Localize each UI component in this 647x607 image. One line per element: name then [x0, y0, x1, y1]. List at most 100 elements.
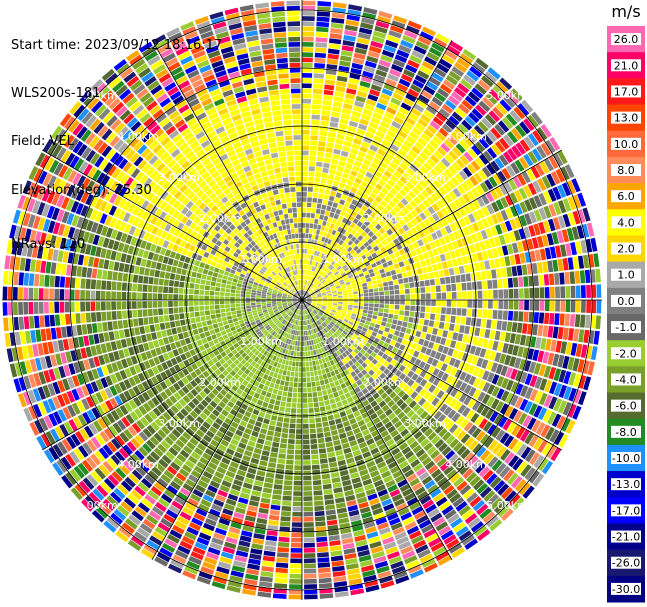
- velocity-gate: [367, 216, 374, 223]
- velocity-gate: [302, 259, 304, 264]
- velocity-gate: [238, 442, 247, 450]
- velocity-gate: [100, 343, 108, 354]
- velocity-gate: [454, 61, 468, 73]
- velocity-gate: [305, 223, 310, 228]
- velocity-gate: [139, 462, 150, 473]
- velocity-gate: [319, 593, 334, 599]
- velocity-gate: [357, 269, 363, 275]
- velocity-gate: [425, 532, 439, 543]
- velocity-gate: [474, 346, 482, 357]
- velocity-gate: [263, 350, 269, 356]
- velocity-gate: [293, 486, 302, 491]
- velocity-gate: [86, 456, 97, 469]
- velocity-gate: [320, 259, 325, 264]
- velocity-gate: [268, 425, 276, 431]
- velocity-gate: [356, 128, 366, 136]
- velocity-gate: [355, 415, 363, 422]
- velocity-gate: [115, 435, 126, 447]
- velocity-gate: [242, 455, 251, 462]
- velocity-gate: [229, 345, 235, 352]
- velocity-gate: [479, 241, 486, 251]
- velocity-gate: [334, 263, 340, 269]
- velocity-gate: [301, 300, 302, 305]
- velocity-gate: [302, 351, 305, 357]
- velocity-gate: [428, 537, 442, 548]
- velocity-gate: [47, 383, 56, 397]
- velocity-gate: [197, 443, 207, 452]
- velocity-gate: [306, 309, 309, 314]
- velocity-gate: [346, 396, 354, 404]
- velocity-gate: [100, 481, 112, 494]
- velocity-gate: [343, 302, 348, 305]
- velocity-gate: [282, 348, 286, 354]
- velocity-gate: [494, 258, 501, 268]
- velocity-gate: [488, 300, 493, 309]
- velocity-gate: [265, 380, 271, 387]
- velocity-gate: [324, 84, 335, 91]
- velocity-gate: [187, 497, 199, 507]
- velocity-gate: [302, 310, 304, 315]
- velocity-gate: [267, 306, 272, 310]
- velocity-gate: [506, 243, 514, 255]
- velocity-gate: [303, 304, 305, 310]
- velocity-gate: [85, 396, 95, 408]
- velocity-gate: [291, 408, 297, 413]
- velocity-gate: [311, 311, 316, 316]
- velocity-gate: [314, 63, 326, 69]
- velocity-gate: [341, 537, 354, 545]
- velocity-gate: [296, 315, 299, 320]
- velocity-gate: [325, 339, 330, 345]
- velocity-gate: [328, 529, 340, 536]
- velocity-gate: [398, 364, 406, 372]
- velocity-gate: [191, 323, 198, 330]
- velocity-gate: [354, 368, 361, 375]
- velocity-gate: [317, 432, 324, 439]
- velocity-gate: [498, 416, 508, 428]
- velocity-gate: [241, 372, 248, 379]
- velocity-gate: [161, 425, 171, 435]
- velocity-gate: [305, 292, 309, 297]
- velocity-gate: [364, 103, 375, 112]
- velocity-gate: [302, 424, 309, 429]
- velocity-gate: [346, 261, 352, 267]
- velocity-gate: [522, 415, 532, 428]
- velocity-gate: [384, 408, 393, 417]
- velocity-gate: [303, 285, 305, 290]
- velocity-gate: [344, 553, 357, 560]
- velocity-gate: [362, 248, 369, 254]
- velocity-gate: [377, 329, 384, 335]
- velocity-gate: [302, 295, 304, 300]
- velocity-gate: [320, 353, 324, 359]
- velocity-gate: [332, 565, 345, 572]
- velocity-gate: [418, 452, 429, 462]
- velocity-gate: [557, 184, 567, 198]
- velocity-gate: [336, 75, 348, 83]
- velocity-gate: [355, 213, 362, 221]
- velocity-gate: [202, 370, 210, 378]
- velocity-gate: [471, 233, 479, 243]
- velocity-gate: [353, 302, 359, 306]
- velocity-gate: [339, 469, 349, 477]
- velocity-gate: [168, 376, 177, 385]
- velocity-gate: [314, 273, 319, 279]
- velocity-gate: [215, 332, 222, 338]
- velocity-gate: [332, 570, 346, 577]
- velocity-gate: [451, 258, 458, 267]
- velocity-gate: [365, 208, 373, 216]
- velocity-gate: [315, 321, 319, 327]
- velocity-gate: [116, 360, 124, 371]
- velocity-gate: [236, 502, 248, 510]
- velocity-gate: [482, 338, 489, 348]
- velocity-gate: [124, 402, 133, 413]
- velocity-gate: [362, 399, 370, 407]
- velocity-gate: [366, 460, 376, 468]
- velocity-gate: [354, 432, 363, 440]
- velocity-gate: [536, 235, 544, 248]
- velocity-gate: [350, 258, 356, 264]
- velocity-gate: [304, 248, 307, 254]
- velocity-gate: [349, 418, 357, 425]
- velocity-gate: [374, 303, 379, 308]
- velocity-gate: [345, 281, 351, 286]
- velocity-gate: [112, 422, 123, 434]
- velocity-gate: [257, 308, 262, 312]
